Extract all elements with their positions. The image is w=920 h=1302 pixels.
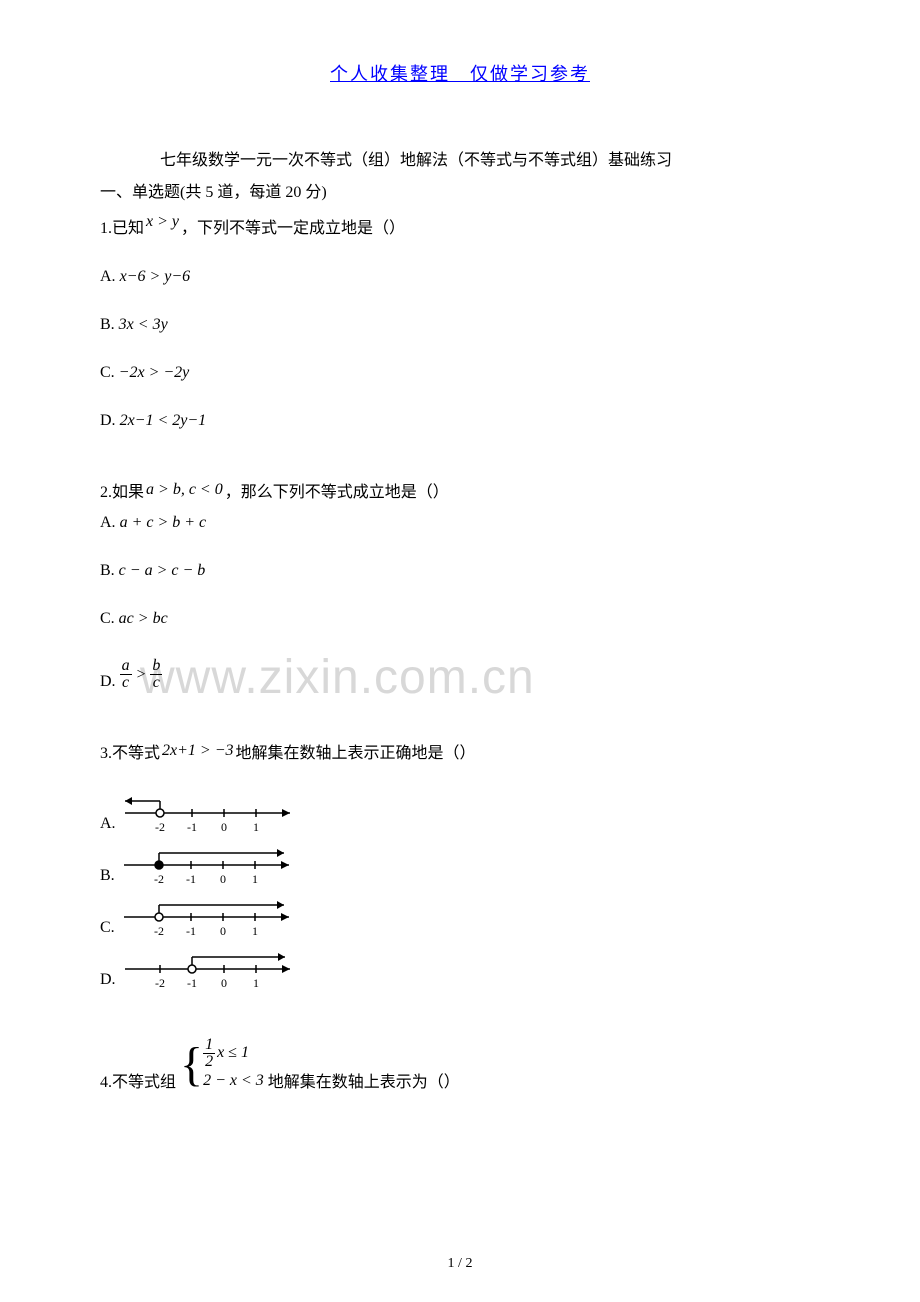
q2-option-d: D. a c > b c — [100, 658, 820, 691]
numberline-b: -2 -1 0 1 — [119, 845, 299, 885]
q3-stem: 3.不等式 2x+1 > −3 地解集在数轴上表示正确地是（） — [100, 739, 820, 763]
q3-option-d: D. -2 -1 0 1 — [100, 949, 820, 989]
option-label: C. — [100, 610, 115, 628]
q2-option-a: A. a + c > b + c — [100, 514, 820, 532]
exercise-title: 七年级数学一元一次不等式（组）地解法（不等式与不等式组）基础练习 — [160, 146, 820, 170]
q1-stem: 1.已知 x > y ，下列不等式一定成立地是（） — [100, 214, 820, 238]
option-label: B. — [100, 562, 115, 580]
numberline-c: -2 -1 0 1 — [119, 897, 299, 937]
option-label: D. — [100, 673, 116, 691]
frac-num: b — [152, 658, 160, 674]
option-label: B. — [100, 867, 115, 885]
option-label: A. — [100, 815, 116, 833]
q3-suffix: 地解集在数轴上表示正确地是（） — [236, 739, 476, 763]
svg-text:0: 0 — [220, 924, 226, 937]
svg-text:-2: -2 — [155, 976, 165, 989]
q1-suffix: ，下列不等式一定成立地是（） — [181, 214, 405, 238]
frac-den: 2 — [205, 1054, 213, 1070]
q2-option-c: C. ac > bc — [100, 610, 820, 628]
option-label: D. — [100, 412, 116, 430]
q1-c-math: −2x > −2y — [119, 364, 190, 382]
page-header: 个人收集整理 仅做学习参考 — [100, 60, 820, 86]
q4-prefix: 4.不等式组 — [100, 1068, 176, 1092]
svg-text:0: 0 — [221, 976, 227, 989]
numberline-a: -2 -1 0 1 — [120, 793, 300, 833]
q1-option-a: A. x−6 > y−6 — [100, 268, 820, 286]
frac-den: c — [122, 675, 129, 691]
q3-math: 2x+1 > −3 — [162, 742, 234, 760]
svg-text:-1: -1 — [186, 924, 196, 937]
sys-line2: 2 − x < 3 — [203, 1070, 264, 1092]
svg-text:1: 1 — [252, 872, 258, 885]
option-label: D. — [100, 971, 116, 989]
option-label: A. — [100, 268, 116, 286]
svg-text:0: 0 — [221, 820, 227, 833]
option-label: A. — [100, 514, 116, 532]
q1-option-c: C. −2x > −2y — [100, 364, 820, 382]
q2-stem: 2.如果 a > b, c < 0 ，那么下列不等式成立地是（） — [100, 478, 820, 502]
q3-option-b: B. -2 -1 0 1 — [100, 845, 820, 885]
q3-prefix: 3.不等式 — [100, 739, 160, 763]
svg-text:-1: -1 — [186, 872, 196, 885]
svg-text:1: 1 — [252, 924, 258, 937]
q1-option-d: D. 2x−1 < 2y−1 — [100, 412, 820, 430]
q3-option-a: A. -2 -1 0 1 — [100, 793, 820, 833]
q2-suffix: ，那么下列不等式成立地是（） — [225, 478, 449, 502]
svg-text:-1: -1 — [187, 820, 197, 833]
svg-text:-2: -2 — [154, 872, 164, 885]
option-label: B. — [100, 316, 115, 334]
q1-b-math: 3x < 3y — [119, 316, 168, 334]
svg-text:-1: -1 — [187, 976, 197, 989]
svg-text:0: 0 — [220, 872, 226, 885]
q3-option-c: C. -2 -1 0 1 — [100, 897, 820, 937]
svg-text:1: 1 — [253, 820, 259, 833]
svg-text:-2: -2 — [155, 820, 165, 833]
q2-math: a > b, c < 0 — [146, 481, 223, 499]
option-label: C. — [100, 364, 115, 382]
q1-d-math: 2x−1 < 2y−1 — [120, 412, 207, 430]
sys-line1-rest: x ≤ 1 — [217, 1042, 249, 1064]
q2-d-math: a c > b c — [120, 658, 163, 691]
q2-prefix: 2.如果 — [100, 478, 144, 502]
q1-math: x > y — [146, 213, 179, 231]
q4-suffix: 地解集在数轴上表示为（） — [268, 1068, 460, 1092]
section-title: 一、单选题(共 5 道，每道 20 分) — [100, 178, 820, 202]
q2-c-math: ac > bc — [119, 610, 168, 628]
numberline-d: -2 -1 0 1 — [120, 949, 300, 989]
page-number: 1 / 2 — [448, 1256, 473, 1272]
frac-den: c — [153, 675, 160, 691]
frac-num: 1 — [205, 1037, 213, 1053]
svg-text:-2: -2 — [154, 924, 164, 937]
frac-op: > — [136, 666, 147, 684]
q1-option-b: B. 3x < 3y — [100, 316, 820, 334]
q2-b-math: c − a > c − b — [119, 562, 206, 580]
q1-a-math: x−6 > y−6 — [120, 268, 191, 286]
option-label: C. — [100, 919, 115, 937]
q4-stem: 4.不等式组 { 1 2 x ≤ 1 2 − x < 3 地解集在数轴上表示为（… — [100, 1037, 820, 1092]
page-content: 个人收集整理 仅做学习参考 七年级数学一元一次不等式（组）地解法（不等式与不等式… — [100, 60, 820, 1092]
frac-num: a — [122, 658, 130, 674]
q2-a-math: a + c > b + c — [120, 514, 207, 532]
q4-system: { 1 2 x ≤ 1 2 − x < 3 — [180, 1037, 264, 1092]
svg-text:1: 1 — [253, 976, 259, 989]
q2-option-b: B. c − a > c − b — [100, 562, 820, 580]
q1-prefix: 1.已知 — [100, 214, 144, 238]
